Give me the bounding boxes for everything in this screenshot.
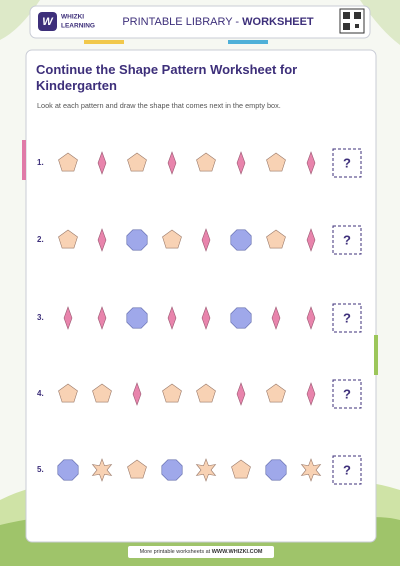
qr-block <box>343 23 350 30</box>
pentagon <box>231 459 251 479</box>
answer-box <box>332 225 362 255</box>
diamond <box>201 228 211 252</box>
accent <box>374 335 378 375</box>
pentagon <box>92 383 112 403</box>
answer-box <box>332 303 362 333</box>
octagon <box>265 459 287 481</box>
octagon <box>230 307 252 329</box>
row-number: 1. <box>37 158 44 167</box>
diamond <box>132 382 142 406</box>
row-number: 2. <box>37 235 44 244</box>
logo-mark <box>38 12 57 31</box>
answer-box <box>332 455 362 485</box>
qr-block <box>355 24 359 28</box>
answer-mark: ? <box>343 462 351 477</box>
pentagon <box>266 152 286 172</box>
star <box>91 458 113 482</box>
row-number: 5. <box>37 465 44 474</box>
pentagon <box>127 152 147 172</box>
footer: More printable worksheets at WWW.WHIZKI.… <box>140 549 263 555</box>
qr-block <box>354 12 361 19</box>
title: Continue the Shape Pattern Worksheet for… <box>36 62 298 93</box>
diamond <box>306 151 316 175</box>
pentagon <box>162 229 182 249</box>
accent <box>84 40 124 44</box>
octagon <box>161 459 183 481</box>
diamond <box>201 306 211 330</box>
pentagon <box>162 383 182 403</box>
pentagon <box>196 383 216 403</box>
diamond <box>236 151 246 175</box>
answer-box <box>332 379 362 409</box>
diamond <box>97 228 107 252</box>
accent <box>228 40 268 44</box>
footer-bg <box>128 546 274 558</box>
diamond <box>306 228 316 252</box>
answer-box <box>332 148 362 178</box>
octagon <box>57 459 79 481</box>
pentagon <box>196 152 216 172</box>
diamond <box>306 306 316 330</box>
pentagon <box>266 229 286 249</box>
diamond <box>63 306 73 330</box>
octagon <box>126 229 148 251</box>
header-label-text: PRINTABLE LIBRARY - <box>122 16 242 28</box>
logo-letter: W <box>42 16 54 28</box>
header-label-strong: WORKSHEET <box>242 16 314 28</box>
diamond <box>97 151 107 175</box>
octagon <box>126 307 148 329</box>
pentagon <box>58 383 78 403</box>
star <box>300 458 322 482</box>
star <box>195 458 217 482</box>
answer-mark: ? <box>343 232 351 247</box>
answer-mark: ? <box>343 155 351 170</box>
qr-block <box>343 12 350 19</box>
footer-text: More printable worksheets at <box>140 549 212 555</box>
pentagon <box>127 459 147 479</box>
diamond <box>271 306 281 330</box>
card <box>25 49 377 543</box>
diamond <box>236 382 246 406</box>
accent <box>22 140 26 180</box>
diamond <box>306 382 316 406</box>
answer-mark: ? <box>343 386 351 401</box>
octagon <box>230 229 252 251</box>
row-number: 3. <box>37 313 44 322</box>
header-label: PRINTABLE LIBRARY - WORKSHEET <box>122 16 314 28</box>
diamond <box>167 151 177 175</box>
title-box: Continue the Shape Pattern Worksheet for… <box>36 62 298 93</box>
row-number: 4. <box>37 389 44 398</box>
diamond <box>97 306 107 330</box>
pentagon <box>58 152 78 172</box>
brand-top: WHIZKI <box>61 14 84 21</box>
footer-link: WWW.WHIZKI.COM <box>212 549 263 555</box>
pattern-rows: 1. ? 2. ? 3. ? 4. ? 5.? <box>37 148 362 485</box>
header-bar <box>29 5 371 39</box>
brand-bottom: LEARNING <box>61 23 95 30</box>
pentagon <box>266 383 286 403</box>
answer-mark: ? <box>343 310 351 325</box>
pentagon <box>58 229 78 249</box>
instructions: Look at each pattern and draw the shape … <box>37 101 281 110</box>
diamond <box>167 306 177 330</box>
